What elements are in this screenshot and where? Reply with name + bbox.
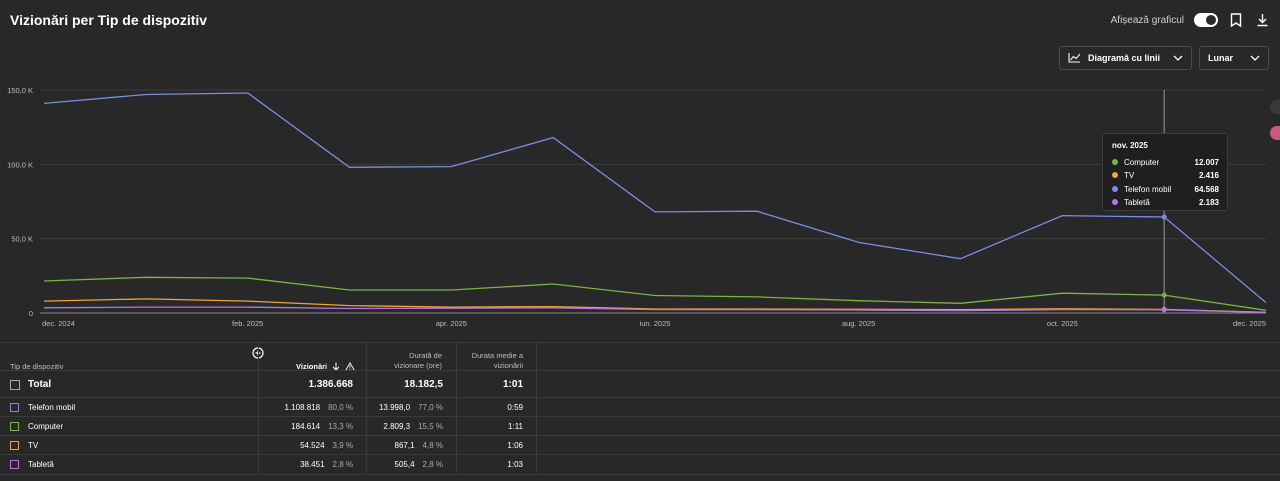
x-tick-label: apr. 2025 <box>436 319 467 328</box>
series-line-tabletă <box>43 306 1267 314</box>
show-chart-label: Afișează graficul <box>1110 14 1184 26</box>
tooltip-row-computer: Computer 12.007 <box>1112 156 1219 168</box>
y-tick-label: 50,0 K <box>11 235 33 244</box>
header-watch-time[interactable]: Durată de vizionare (ore) <box>394 351 442 370</box>
header-avg-duration[interactable]: Durata medie a vizionării <box>471 351 523 370</box>
checkbox-tablet[interactable] <box>10 455 19 474</box>
avg-cell: 0:59 <box>507 403 523 412</box>
chart-type-label: Diagramă cu linii <box>1087 53 1160 63</box>
tooltip-row-tv: TV 2.416 <box>1112 169 1219 181</box>
period-label: Lunar <box>1207 53 1233 63</box>
tooltip-row-tablet: Tabletă 2.183 <box>1112 196 1219 208</box>
tooltip-value: 64.568 <box>1194 184 1219 194</box>
tooltip-label: Computer <box>1124 157 1160 167</box>
chart-type-dropdown[interactable]: Diagramă cu linii <box>1058 46 1192 70</box>
toggle-knob <box>1206 15 1216 25</box>
row-label: Computer <box>28 422 64 431</box>
checkbox-tv[interactable] <box>10 436 19 455</box>
watch-time-cell: 505,4 2,8 % <box>394 460 444 469</box>
column-divider <box>536 342 537 473</box>
avg-cell: 1:03 <box>507 460 523 469</box>
side-panel-tabs <box>1270 100 1280 152</box>
views-cell: 1.108.818 80,0 % <box>284 403 354 412</box>
table-header-row: Tip de dispozitiv Vizionări Durată de vi… <box>0 342 1280 371</box>
y-tick-label: 100,0 K <box>7 160 33 169</box>
hover-point <box>1161 292 1167 298</box>
y-tick-label: 150,0 K <box>7 86 33 95</box>
sort-down-icon <box>332 362 340 373</box>
tooltip-label: TV <box>1124 170 1135 180</box>
checkbox-mobile[interactable] <box>10 398 19 417</box>
total-watch-time: 18.182,5 <box>404 379 443 390</box>
watch-time-cell: 2.809,3 15,5 % <box>383 422 443 431</box>
side-tab-avatar[interactable] <box>1270 126 1280 140</box>
top-actions: Afișează graficul <box>1111 12 1270 28</box>
hover-point <box>1161 214 1167 220</box>
row-label: Telefon mobil <box>28 403 76 412</box>
column-divider <box>258 342 259 473</box>
x-tick-label: dec. 2024 <box>42 319 75 328</box>
row-label: Tabletă <box>28 460 54 469</box>
x-tick-label: oct. 2025 <box>1047 319 1078 328</box>
computer-dot <box>1112 159 1118 165</box>
total-avg: 1:01 <box>502 379 523 390</box>
table-row[interactable]: Tabletă 38.451 2,8 % 505,4 2,8 % 1:03 <box>0 454 1280 475</box>
y-tick-label: 0 <box>29 309 33 318</box>
tooltip-label: Tabletă <box>1124 197 1150 207</box>
header-device: Tip de dispozitiv <box>10 362 64 371</box>
views-cell: 54.524 3,9 % <box>300 441 353 450</box>
chevron-down-icon <box>1173 53 1183 63</box>
column-divider <box>366 342 367 473</box>
tablet-dot <box>1112 199 1118 205</box>
row-label: TV <box>28 441 39 450</box>
tooltip-row-mobile: Telefon mobil 64.568 <box>1112 183 1219 195</box>
chart-tooltip: nov. 2025 Computer 12.007 TV 2.416 Telef… <box>1102 133 1228 211</box>
download-icon[interactable] <box>1254 12 1270 28</box>
hover-point <box>1161 307 1167 313</box>
watch-time-cell: 867,1 4,8 % <box>394 441 444 450</box>
tooltip-value: 2.183 <box>1198 197 1219 207</box>
avg-cell: 1:11 <box>508 422 523 431</box>
tooltip-value: 2.416 <box>1198 170 1219 180</box>
series-line-computer <box>43 276 1267 311</box>
x-tick-label: iun. 2025 <box>640 319 671 328</box>
views-line-chart: 150,0 K 100,0 K 50,0 K 0 dec. 2024 feb. 2025 a… <box>7 86 1267 328</box>
tooltip-value: 12.007 <box>1194 157 1219 167</box>
watch-time-cell: 13.998,0 77,0 % <box>378 403 443 412</box>
row-label: Total <box>28 379 52 390</box>
avg-cell: 1:06 <box>507 441 523 450</box>
page-title: Vizionări per Tip de dispozitiv <box>10 12 208 28</box>
tooltip-title: nov. 2025 <box>1112 141 1148 150</box>
bookmark-icon[interactable] <box>1228 12 1244 28</box>
side-tab[interactable] <box>1270 100 1280 114</box>
views-cell: 184.614 13,3 % <box>291 422 353 431</box>
warning-icon <box>345 361 356 373</box>
mobile-dot <box>1112 186 1118 192</box>
checkbox-computer[interactable] <box>10 417 19 436</box>
x-tick-label: aug. 2025 <box>842 319 875 328</box>
x-tick-label: feb. 2025 <box>232 319 263 328</box>
period-dropdown[interactable]: Lunar <box>1198 46 1269 70</box>
checkbox-total[interactable] <box>10 371 20 398</box>
chart-controls: Diagramă cu linii Lunar <box>1058 46 1269 70</box>
show-chart-toggle[interactable] <box>1194 13 1218 27</box>
x-tick-label: dec. 2025 <box>1233 319 1266 328</box>
chevron-down-icon <box>1250 53 1260 63</box>
table-row-total: Total 1.386.668 18.182,5 1:01 <box>0 370 1280 398</box>
table-row[interactable]: TV 54.524 3,9 % 867,1 4,8 % 1:06 <box>0 435 1280 455</box>
line-chart-icon <box>1068 52 1081 65</box>
table-row[interactable]: Telefon mobil 1.108.818 80,0 % 13.998,0 77… <box>0 397 1280 417</box>
table-row[interactable]: Computer 184.614 13,3 % 2.809,3 15,5 % 1:1… <box>0 416 1280 436</box>
header-views[interactable]: Vizionări <box>296 353 356 381</box>
column-divider <box>456 342 457 473</box>
series-line-telefon-mobil <box>43 92 1267 304</box>
total-views: 1.386.668 <box>308 379 354 390</box>
tooltip-label: Telefon mobil <box>1124 184 1172 194</box>
views-cell: 38.451 2,8 % <box>300 460 353 469</box>
tv-dot <box>1112 172 1118 178</box>
